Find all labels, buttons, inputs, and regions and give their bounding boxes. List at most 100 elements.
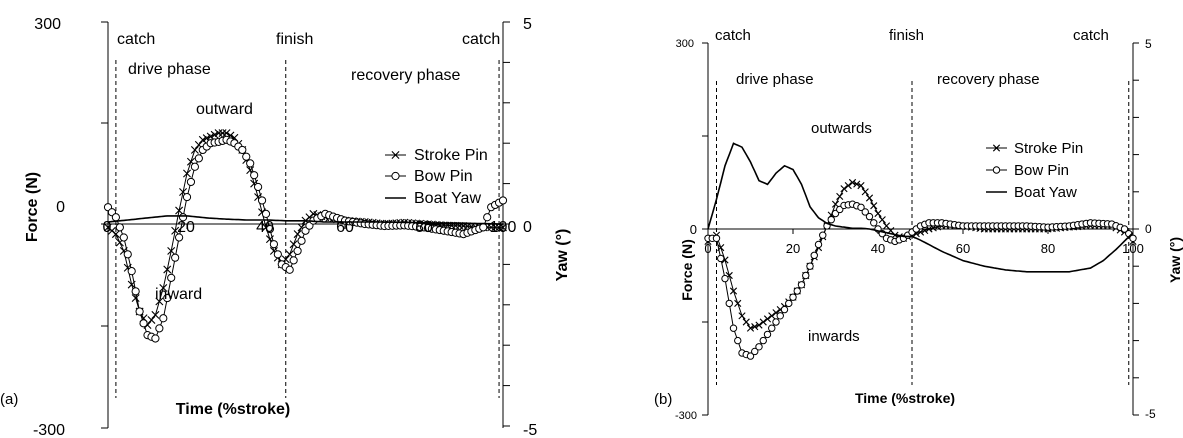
data-point-bow-pin: [1129, 234, 1137, 243]
data-point-bow-pin: [123, 250, 132, 259]
data-point-stroke-pin: [729, 287, 738, 295]
data-point-bow-pin: [115, 223, 124, 232]
x-tick-label: 40: [871, 241, 885, 256]
data-point-bow-pin: [712, 234, 721, 243]
x-tick-label: 80: [1041, 241, 1055, 256]
data-point-bow-pin: [269, 240, 278, 249]
data-point-bow-pin: [814, 240, 823, 249]
panel-label-b: (b): [654, 391, 672, 408]
x-tick-label: 0: [704, 241, 711, 256]
data-point-stroke-pin: [293, 230, 302, 239]
data-point-stroke-pin: [738, 312, 746, 320]
data-point-bow-pin: [827, 216, 835, 224]
x-tick-label: 0: [103, 219, 112, 236]
y2-tick-label: -5: [523, 422, 537, 438]
data-point-bow-pin: [250, 171, 259, 180]
data-point-bow-pin: [119, 233, 128, 242]
data-point-bow-pin: [194, 154, 203, 163]
data-point-stroke-pin: [746, 324, 755, 332]
data-point-stroke-pin: [222, 129, 231, 138]
data-point-bow-pin: [175, 233, 184, 242]
data-point-stroke-pin: [131, 294, 140, 303]
annotation-drive-phase: drive phase: [128, 61, 211, 78]
series-line-boat-yaw: [107, 215, 503, 225]
data-point-bow-pin: [289, 256, 298, 265]
data-point-bow-pin: [717, 254, 725, 263]
data-point-bow-pin: [127, 267, 136, 276]
x-tick-label: 20: [786, 241, 800, 256]
panel-label-a: (a): [0, 391, 18, 408]
data-point-bow-pin: [725, 299, 733, 308]
data-point-bow-pin: [806, 262, 814, 270]
data-point-stroke-pin: [491, 223, 500, 232]
data-point-bow-pin: [273, 250, 282, 259]
data-point-stroke-pin: [190, 145, 199, 154]
legend-label: Bow Pin: [414, 168, 473, 185]
y2-tick-label: 5: [523, 16, 532, 33]
annotation-finish: finish: [276, 31, 313, 48]
data-point-bow-pin: [763, 330, 772, 339]
y-tick-label: 300: [34, 16, 61, 33]
data-point-bow-pin: [261, 209, 271, 218]
data-point-stroke-pin: [155, 297, 164, 306]
data-point-stroke-pin: [831, 200, 840, 208]
data-point-stroke-pin: [848, 178, 857, 187]
x-tick-label: 40: [256, 219, 274, 236]
data-point-bow-pin: [734, 336, 742, 345]
data-point-bow-pin: [797, 281, 806, 289]
annotation-catch-start: catch: [117, 31, 155, 48]
data-point-bow-pin: [746, 352, 755, 360]
data-point-stroke-pin: [763, 315, 772, 323]
data-point-bow-pin: [182, 192, 192, 202]
data-point-stroke-pin: [836, 192, 844, 201]
data-point-bow-pin: [793, 287, 801, 295]
series-line-stroke-pin: [707, 181, 1134, 329]
data-point-bow-pin: [729, 324, 738, 332]
data-point-bow-pin: [751, 347, 759, 356]
data-point-bow-pin: [802, 271, 810, 280]
annotation-catch-start: catch: [715, 27, 751, 44]
data-point-bow-pin: [254, 182, 263, 192]
x-tick-label: 60: [956, 241, 970, 256]
data-point-bow-pin: [151, 334, 160, 343]
data-point-stroke-pin: [874, 209, 882, 218]
data-point-bow-pin: [159, 314, 168, 323]
legend-marker: [992, 166, 1001, 174]
data-point-stroke-pin: [495, 223, 504, 232]
annotation-outwards: outwards: [811, 120, 872, 137]
data-point-bow-pin: [768, 324, 776, 332]
data-point-bow-pin: [238, 145, 247, 155]
legend-label: Stroke Pin: [1014, 140, 1083, 157]
data-point-stroke-pin: [499, 223, 507, 232]
y-tick-label: 0: [56, 199, 65, 216]
data-point-bow-pin: [171, 253, 180, 262]
x-tick-label: 100: [1122, 241, 1144, 256]
data-point-bow-pin: [190, 162, 199, 171]
y-axis-label-a: Force (N): [24, 172, 41, 242]
data-point-bow-pin: [810, 251, 818, 260]
data-point-bow-pin: [857, 203, 865, 212]
annotation-inwards: inwards: [808, 328, 860, 345]
data-point-bow-pin: [135, 307, 144, 316]
data-point-stroke-pin: [870, 202, 878, 210]
data-point-bow-pin: [789, 293, 797, 301]
x-axis-label-b: Time (%stroke): [855, 390, 955, 406]
legend-a: Stroke Pin Bow Pin Boat Yaw: [385, 147, 488, 207]
x-tick-label: 80: [415, 219, 433, 236]
data-point-stroke-pin: [734, 299, 742, 307]
data-point-stroke-pin: [865, 194, 874, 202]
y-tick-label: -300: [33, 422, 65, 438]
data-point-stroke-pin: [171, 226, 180, 235]
y2-axis-label-b: Yaw (°): [1167, 237, 1183, 283]
data-point-stroke-pin: [111, 230, 120, 239]
data-point-stroke-pin: [853, 180, 861, 188]
data-point-stroke-pin: [840, 185, 848, 193]
data-point-bow-pin: [285, 265, 294, 274]
legend-marker: [992, 144, 1001, 152]
data-point-stroke-pin: [487, 223, 496, 232]
data-point-stroke-pin: [751, 323, 759, 331]
data-point-stroke-pin: [878, 216, 886, 224]
y2-tick-label: 0: [1145, 222, 1152, 236]
data-point-bow-pin: [483, 213, 492, 222]
